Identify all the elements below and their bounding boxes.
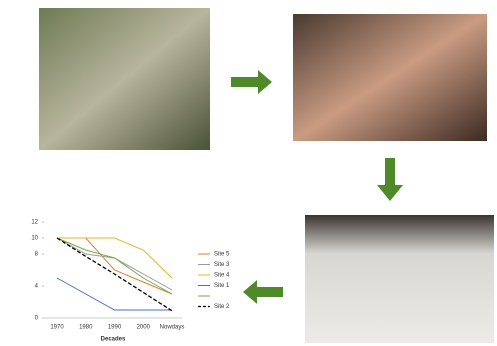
legend-label: Site 2: [214, 304, 230, 310]
arrow-right: [231, 70, 272, 94]
figure-canvas: Decades 04810121970198019902000NowdaysSi…: [0, 0, 497, 346]
x-tick-label: 1990: [108, 325, 122, 331]
legend-label: Site 1: [214, 283, 230, 289]
y-tick-label: 12: [31, 220, 38, 226]
x-tick-label: Nowdays: [160, 325, 185, 331]
x-tick-label: 1970: [50, 325, 64, 331]
x-tick-label: 1980: [79, 325, 93, 331]
y-tick-label: 10: [31, 236, 38, 242]
x-tick-label: 2000: [137, 325, 151, 331]
legend-label: Site 4: [214, 273, 230, 279]
legend-label: Site 5: [214, 252, 230, 258]
photo-palm-climbing: [39, 8, 210, 150]
legend-label: Site 3: [214, 262, 230, 268]
arrow-down: [377, 158, 403, 201]
x-axis-title: Decades: [101, 337, 126, 343]
photo-timeline-drawing: [305, 215, 494, 343]
photo-weaving: [293, 14, 487, 141]
figure: Decades 04810121970198019902000NowdaysSi…: [0, 0, 497, 346]
arrow-left: [243, 280, 283, 304]
